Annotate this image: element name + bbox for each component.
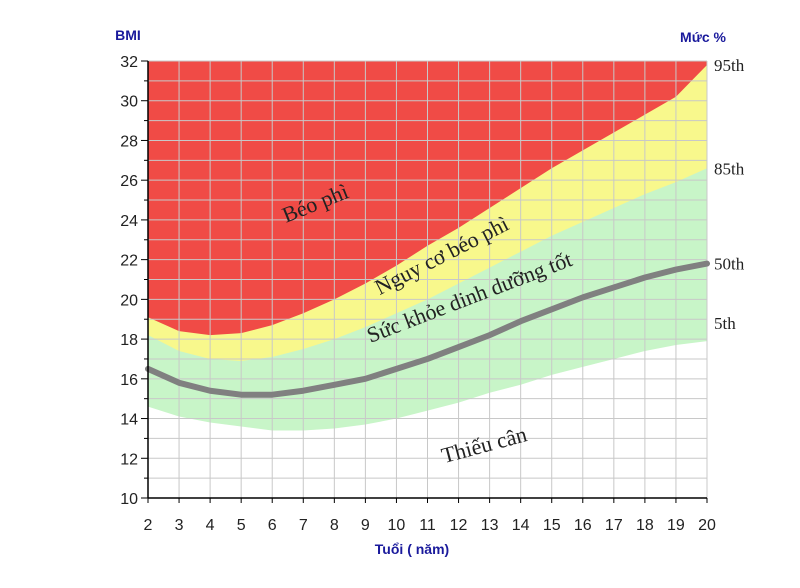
y-tick-label: 18: [120, 332, 138, 349]
x-tick-label: 7: [299, 517, 308, 534]
x-tick-label: 5: [237, 517, 246, 534]
y-tick-label: 24: [120, 213, 138, 230]
x-tick-label: 19: [667, 517, 685, 534]
y-axis-label: BMI: [115, 27, 141, 43]
y-tick-label: 12: [120, 451, 138, 468]
x-tick-label: 2: [144, 517, 153, 534]
y-tick-label: 14: [120, 412, 138, 429]
x-tick-label: 12: [450, 517, 468, 534]
y-tick-label: 28: [120, 133, 138, 150]
x-tick-label: 6: [268, 517, 277, 534]
percentile-line: [145, 260, 710, 398]
x-tick-label: 20: [698, 517, 716, 534]
x-tick-label: 9: [361, 517, 370, 534]
x-axis-label: Tuổi ( năm): [375, 541, 449, 557]
x-tick-label: 4: [206, 517, 215, 534]
x-tick-label: 10: [388, 517, 406, 534]
y-tick-label: 26: [120, 173, 138, 190]
x-tick-label: 8: [330, 517, 339, 534]
y-tick-label: 32: [120, 54, 138, 71]
percentile-label: 95th: [714, 56, 745, 75]
x-tick-label: 11: [419, 517, 436, 534]
y-tick-label: 22: [120, 253, 138, 270]
x-tick-label: 16: [574, 517, 592, 534]
plot-area: 5th85th95th50th1012141618202224262830322…: [120, 54, 745, 534]
y-tick-label: 16: [120, 372, 138, 389]
x-tick-label: 18: [636, 517, 654, 534]
x-tick-label: 15: [543, 517, 561, 534]
y-tick-label: 10: [120, 491, 138, 508]
percentile-label: 5th: [714, 314, 736, 333]
percentile-label: 85th: [714, 159, 745, 178]
x-tick-label: 3: [175, 517, 184, 534]
x-tick-label: 17: [605, 517, 623, 534]
percentile-label: 50th: [714, 255, 745, 274]
y2-axis-label: Mức %: [680, 29, 726, 45]
x-tick-label: 13: [481, 517, 499, 534]
y-tick-label: 30: [120, 94, 138, 111]
y-tick-label: 20: [120, 292, 138, 309]
x-tick-label: 14: [512, 517, 530, 534]
